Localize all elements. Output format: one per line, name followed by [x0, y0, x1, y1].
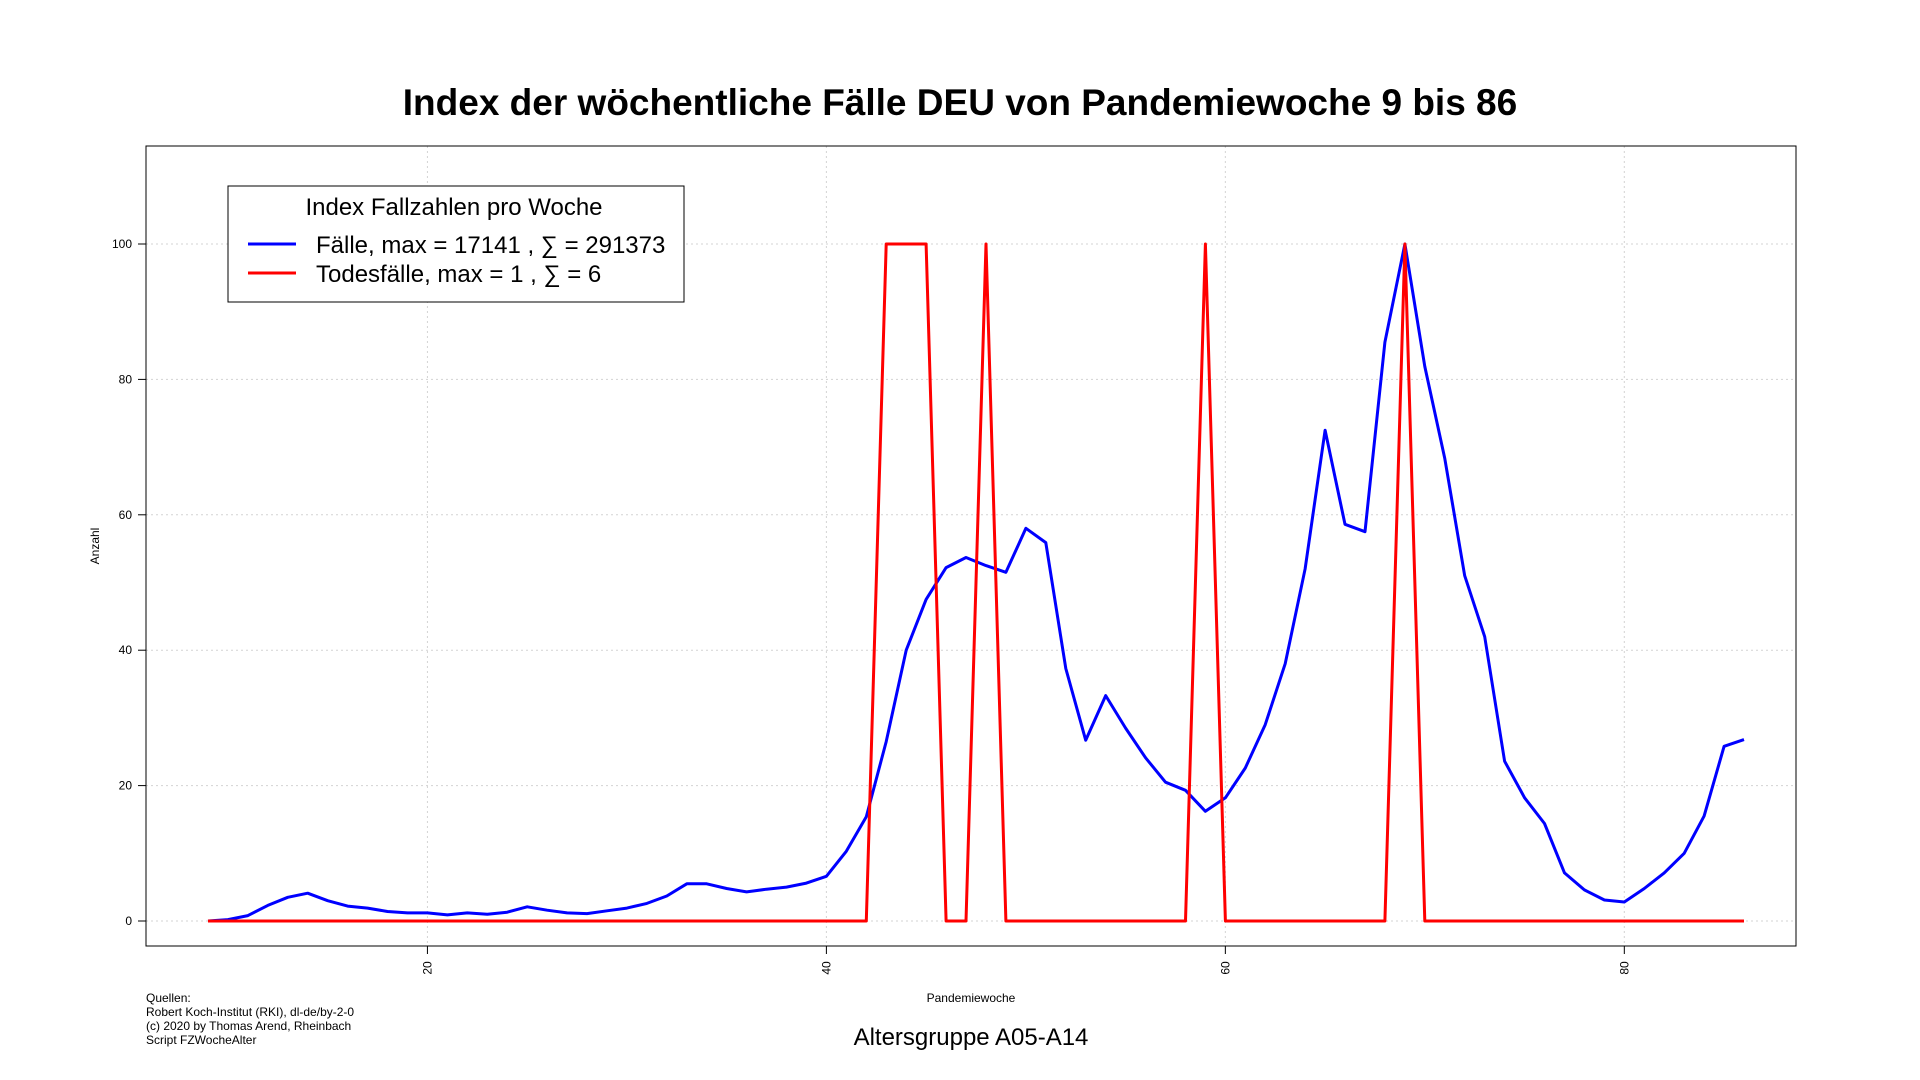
y-tick-label-40: 40 [119, 643, 133, 657]
source-line-3: (c) 2020 by Thomas Arend, Rheinbach [146, 1019, 351, 1033]
chart-title: Index der wöchentliche Fälle DEU von Pan… [403, 82, 1517, 123]
y-tick-label-100: 100 [112, 237, 132, 251]
source-line-2: Robert Koch-Institut (RKI), dl-de/by-2-0 [146, 1005, 354, 1019]
x-tick-label-40: 40 [819, 961, 833, 975]
y-tick-label-80: 80 [119, 372, 133, 386]
source-line-1: Quellen: [146, 991, 191, 1005]
y-tick-label-20: 20 [119, 779, 133, 793]
x-tick-label-60: 60 [1218, 961, 1232, 975]
y-axis: 0 20 40 60 80 100 [112, 237, 146, 928]
plot-frame [145, 145, 1797, 947]
x-axis: 20 40 60 80 [420, 946, 1631, 975]
y-axis-label: Anzahl [88, 528, 102, 565]
legend-entry-todesfaelle: Todesfälle, max = 1 , ∑ = 6 [316, 261, 601, 288]
legend: Index Fallzahlen pro Woche Fälle, max = … [227, 185, 685, 303]
x-tick-label-20: 20 [420, 961, 434, 975]
y-tick-label-60: 60 [119, 508, 133, 522]
legend-title: Index Fallzahlen pro Woche [305, 194, 602, 221]
source-line-4: Script FZWocheAlter [146, 1033, 256, 1047]
series-line-todesfaelle [208, 242, 1744, 923]
x-axis-label: Pandemiewoche [927, 991, 1016, 1005]
series-lines [207, 242, 1745, 923]
y-tick-label-0: 0 [125, 914, 132, 928]
x-tick-label-80: 80 [1617, 961, 1631, 975]
chart-subtitle: Altersgruppe A05-A14 [854, 1024, 1089, 1051]
source-notes: Quellen: Robert Koch-Institut (RKI), dl-… [146, 991, 354, 1047]
legend-entry-faelle: Fälle, max = 17141 , ∑ = 291373 [316, 232, 665, 259]
legend-box [227, 185, 685, 303]
